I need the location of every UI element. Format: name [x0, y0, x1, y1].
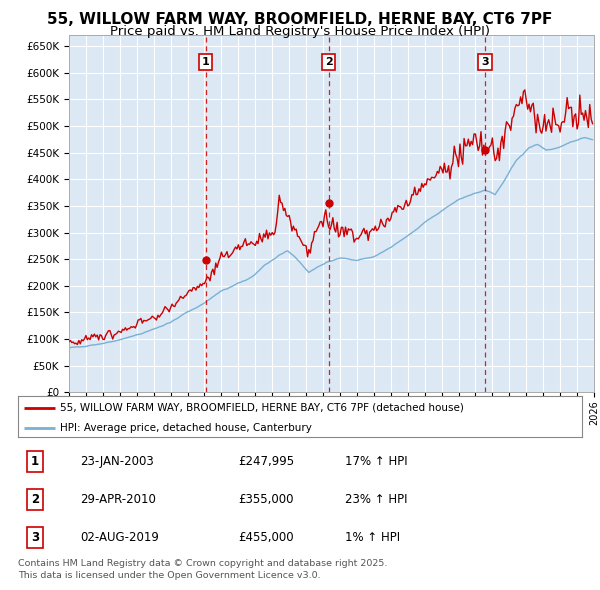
Text: 1% ↑ HPI: 1% ↑ HPI [345, 531, 400, 544]
Text: 23% ↑ HPI: 23% ↑ HPI [345, 493, 407, 506]
Text: 02-AUG-2019: 02-AUG-2019 [80, 531, 159, 544]
Text: £455,000: £455,000 [238, 531, 293, 544]
Text: £355,000: £355,000 [238, 493, 293, 506]
Text: 29-APR-2010: 29-APR-2010 [80, 493, 156, 506]
Text: 23-JAN-2003: 23-JAN-2003 [80, 455, 154, 468]
Text: 1: 1 [31, 455, 39, 468]
Text: Contains HM Land Registry data © Crown copyright and database right 2025.
This d: Contains HM Land Registry data © Crown c… [18, 559, 388, 580]
Text: 3: 3 [482, 57, 489, 67]
Text: Price paid vs. HM Land Registry's House Price Index (HPI): Price paid vs. HM Land Registry's House … [110, 25, 490, 38]
Text: HPI: Average price, detached house, Canterbury: HPI: Average price, detached house, Cant… [60, 423, 312, 433]
Text: 2: 2 [31, 493, 39, 506]
Text: 3: 3 [31, 531, 39, 544]
Text: 17% ↑ HPI: 17% ↑ HPI [345, 455, 408, 468]
Text: 1: 1 [202, 57, 209, 67]
Text: £247,995: £247,995 [238, 455, 294, 468]
Text: 55, WILLOW FARM WAY, BROOMFIELD, HERNE BAY, CT6 7PF: 55, WILLOW FARM WAY, BROOMFIELD, HERNE B… [47, 12, 553, 27]
Text: 2: 2 [325, 57, 332, 67]
Text: 55, WILLOW FARM WAY, BROOMFIELD, HERNE BAY, CT6 7PF (detached house): 55, WILLOW FARM WAY, BROOMFIELD, HERNE B… [60, 403, 464, 413]
